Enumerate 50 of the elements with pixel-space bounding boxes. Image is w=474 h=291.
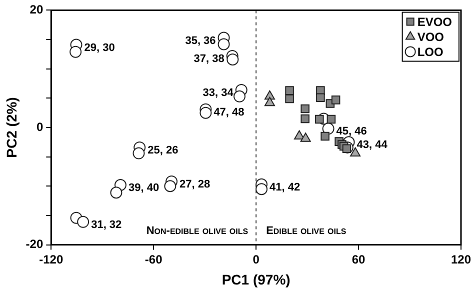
point bbox=[256, 183, 268, 196]
x-tick-label: 60 bbox=[352, 252, 366, 266]
legend-label: EVOO bbox=[417, 15, 452, 30]
annotation: 43, 44 bbox=[356, 139, 388, 152]
annotation: 27, 28 bbox=[180, 178, 210, 190]
annotation: 29, 30 bbox=[84, 42, 115, 54]
annotation: 35, 36 bbox=[185, 34, 216, 47]
y-tick-label: 20 bbox=[30, 2, 44, 17]
point bbox=[315, 114, 324, 124]
x-tick-label: 120 bbox=[450, 252, 472, 266]
point bbox=[285, 86, 294, 95]
point bbox=[70, 46, 82, 58]
annotation: 33, 34 bbox=[202, 86, 234, 99]
y-tick-label: -20 bbox=[26, 237, 44, 252]
point bbox=[132, 147, 145, 160]
annotation: 39, 40 bbox=[128, 182, 160, 194]
point bbox=[294, 130, 305, 140]
x-tick-label: -60 bbox=[144, 252, 163, 266]
point bbox=[316, 93, 325, 102]
x-tick-label: -120 bbox=[39, 252, 64, 266]
point bbox=[110, 186, 122, 199]
point bbox=[342, 144, 352, 154]
point bbox=[300, 114, 310, 124]
annotation: 31, 32 bbox=[91, 218, 122, 231]
point bbox=[264, 96, 275, 106]
annotation: 25, 26 bbox=[148, 144, 178, 156]
x-tick-label: 0 bbox=[252, 252, 260, 266]
point bbox=[326, 114, 336, 124]
point bbox=[218, 38, 230, 50]
legend-label: VOO bbox=[417, 30, 444, 44]
point bbox=[320, 132, 330, 141]
legend-label: LOO bbox=[417, 45, 444, 60]
point bbox=[331, 96, 340, 104]
point bbox=[77, 216, 90, 228]
annotation: 41, 42 bbox=[270, 181, 300, 194]
point bbox=[300, 104, 310, 114]
annotation: Edible olive oils bbox=[266, 224, 347, 237]
y-tick-label: 0 bbox=[36, 120, 44, 134]
point bbox=[164, 180, 176, 192]
annotation: 47, 48 bbox=[214, 106, 244, 118]
x-axis-title: PC1 (97%) bbox=[222, 271, 290, 288]
y-axis-title: PC2 (2%) bbox=[3, 97, 20, 158]
annotation: 37, 38 bbox=[194, 52, 224, 65]
point bbox=[285, 94, 294, 104]
point bbox=[226, 53, 239, 66]
annotation: Non-edible olive oils bbox=[146, 224, 249, 237]
point bbox=[234, 90, 246, 102]
point bbox=[300, 132, 311, 142]
annotation: 45, 46 bbox=[336, 126, 367, 138]
point bbox=[200, 106, 212, 119]
